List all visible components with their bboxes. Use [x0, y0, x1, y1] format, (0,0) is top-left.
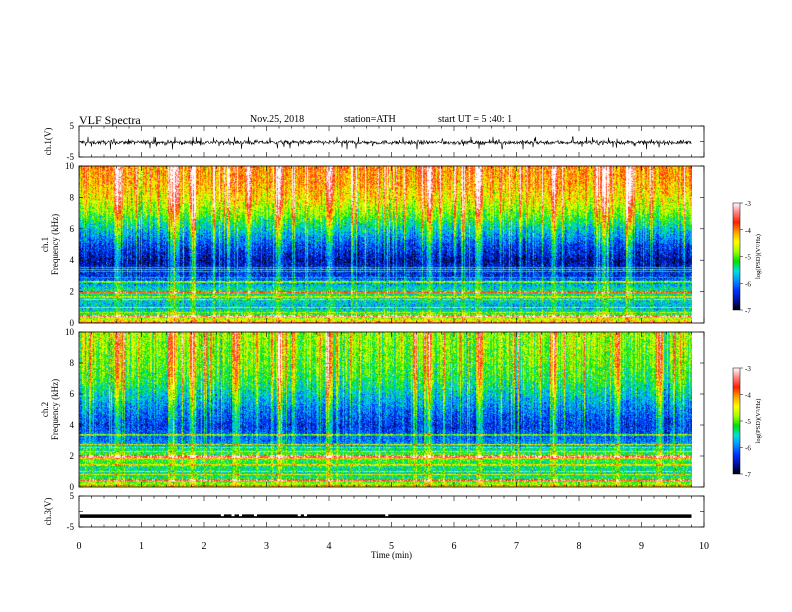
ch2-spectrogram-colorbar-tick-label: -5: [745, 418, 751, 426]
station-label: station=ATH: [344, 114, 396, 125]
ch3-waveform-gap: [254, 513, 257, 517]
ch1-spectrogram-colorbar-tick-label: -7: [745, 307, 751, 315]
ch2-spectrogram-tick-label: 0: [70, 482, 75, 492]
ch2-spectrogram-tick-label: 10: [65, 327, 75, 337]
x-tick-label: 3: [264, 541, 269, 552]
ch2-spectrogram-tick-label: 6: [70, 389, 75, 399]
ch1-spectrogram-tick-label: 2: [70, 287, 75, 297]
ch1-spectrogram-tick-label: 4: [70, 255, 75, 265]
ch1-spectrogram-tick-label: 6: [70, 224, 75, 234]
ch1-spectrogram-heatmap: [79, 166, 692, 323]
ch1-waveform-tick-label: -5: [67, 152, 75, 162]
ch3-waveform-gap: [297, 513, 301, 517]
ch2-spectrogram-tick-label: 8: [70, 358, 75, 368]
x-tick-label: 8: [577, 541, 582, 552]
ch2-spectrogram-colorbar-tick-label: -3: [745, 365, 751, 373]
ch3-waveform-ylabel: ch.3(V): [43, 498, 53, 526]
ch2-spectrogram-colorbar-tick-label: -6: [745, 445, 751, 453]
ch1-spectrogram-colorbar-tick-label: -5: [745, 254, 751, 262]
x-tick-label: 5: [389, 541, 394, 552]
x-tick-label: 1: [139, 541, 144, 552]
ch1-spectrogram-colorbar-tick-label: -4: [745, 227, 751, 235]
ch3-waveform-tick-label: 5: [70, 491, 75, 501]
start-time-label: start UT = 5 :40: 1: [438, 114, 513, 125]
ch1-waveform-line: [79, 136, 692, 150]
ch2-spectrogram-heatmap: [79, 332, 692, 487]
ch1-spectrogram-colorbar-label: log(PSD)(V²/Hz): [755, 234, 762, 279]
ch2-spectrogram-colorbar-tick-label: -4: [745, 392, 751, 400]
ch2-spectrogram-colorbar: [732, 367, 741, 475]
x-tick-label: 2: [202, 541, 207, 552]
x-tick-label: 10: [699, 541, 709, 552]
x-tick-label: 0: [77, 541, 82, 552]
ch1-spectrogram-tick-label: 0: [70, 318, 75, 328]
ch3-waveform-tick-label: -5: [67, 522, 75, 532]
ch1-waveform-ylabel: ch.1(V): [43, 128, 53, 156]
ch1-spectrogram-tick-label: 8: [70, 192, 75, 202]
x-axis-label: Time (min): [371, 550, 412, 560]
ch2-spectrogram-colorbar-label: log(PSD)(V²/Hz): [755, 399, 762, 444]
ch1-spectrogram-tick-label: 10: [65, 161, 75, 171]
ch1-waveform-tick-label: 5: [70, 121, 75, 131]
ch1-spectrogram-colorbar: [732, 202, 741, 311]
ch3-waveform-gap: [231, 513, 235, 517]
x-tick-label: 7: [514, 541, 519, 552]
x-tick-label: 9: [639, 541, 644, 552]
x-tick-label: 6: [452, 541, 457, 552]
ch3-waveform-gap: [220, 513, 224, 517]
ch2-spectrogram-channel-label: ch.2: [40, 402, 50, 417]
ch1-spectrogram-colorbar-tick-label: -6: [745, 280, 751, 288]
ch2-spectrogram-colorbar-tick-label: -7: [745, 471, 751, 479]
ch1-spectrogram-colorbar-tick-label: -3: [745, 200, 751, 208]
ch1-spectrogram-channel-label: ch.1: [40, 237, 50, 252]
ch2-spectrogram-tick-label: 2: [70, 451, 75, 461]
x-tick-label: 4: [327, 541, 332, 552]
ch3-waveform-gap: [385, 513, 389, 517]
ch3-waveform-gap: [304, 513, 307, 517]
date-label: Nov.25, 2018: [250, 114, 305, 125]
ch2-spectrogram-tick-label: 4: [70, 420, 75, 430]
chart-title: VLF Spectra: [79, 113, 141, 127]
ch3-waveform-gap: [239, 513, 242, 517]
ch2-spectrogram-ylabel: Frequency (kHz): [50, 379, 60, 440]
ch1-spectrogram-ylabel: Frequency (kHz): [50, 214, 60, 275]
